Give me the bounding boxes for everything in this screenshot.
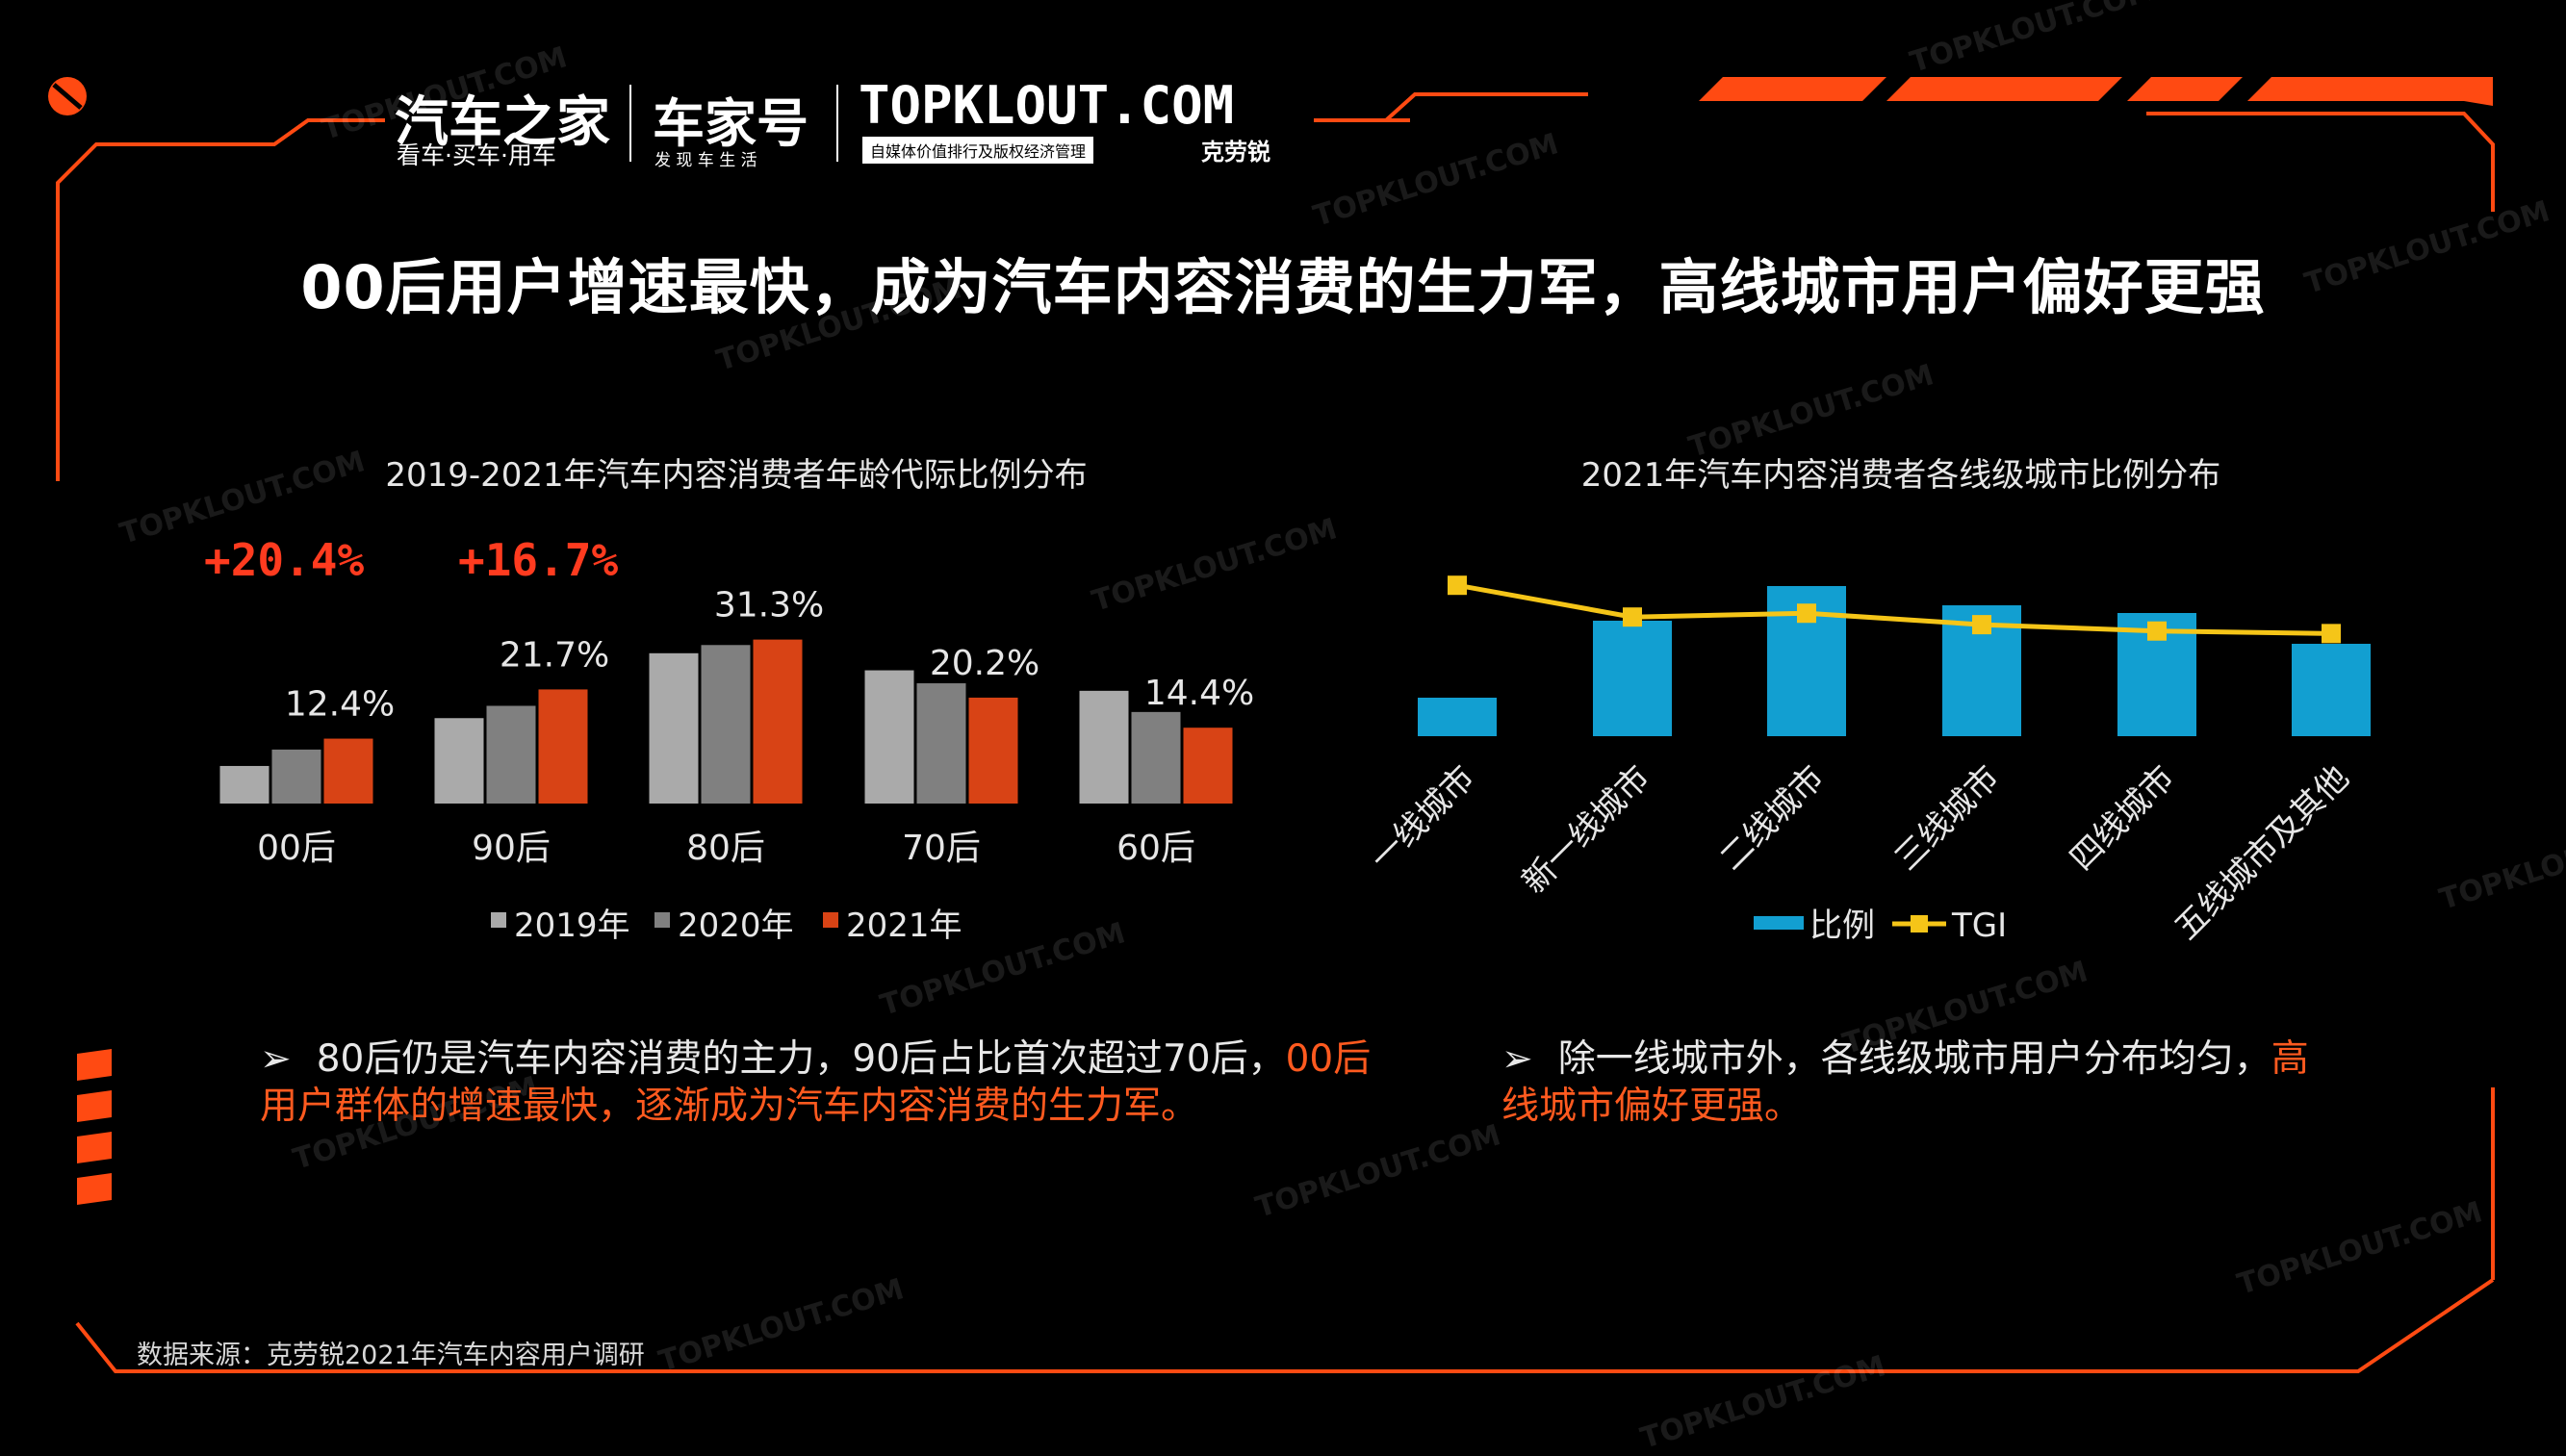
tgi-point — [2147, 621, 2167, 641]
tgi-point — [1797, 603, 1816, 624]
bar-90后-2020年 — [486, 705, 536, 804]
autohome-logo: 汽车之家 — [395, 91, 610, 154]
tgi-point — [1972, 615, 1991, 635]
autohome-slogan: 看车·买车·用车 — [397, 141, 556, 169]
bar-00后-2020年 — [271, 749, 321, 804]
legend-label: TGI — [1951, 907, 2007, 945]
legend-swatch — [1754, 916, 1804, 930]
bar-90后-2019年 — [434, 718, 484, 804]
data-label: 12.4% — [285, 685, 395, 725]
category-label: 一线城市 — [1363, 758, 1482, 878]
bar-00后-2021年 — [323, 738, 373, 804]
city-chart-title: 2021年汽车内容消费者各线级城市比例分布 — [1580, 456, 2221, 495]
bullet-left-highlight: 00后用户群体的增速最快，逐渐成为汽车内容消费的生力军。 — [260, 1037, 1372, 1128]
page-title: 00后用户增速最快，成为汽车内容消费的生力军，高线城市用户偏好更强 — [300, 252, 2266, 322]
category-label: 四线城市 — [2063, 758, 2182, 878]
category-label: 70后 — [902, 829, 981, 868]
legend-label: 2019年 — [514, 907, 630, 945]
bar-70后-2021年 — [968, 697, 1018, 804]
legend-label: 2020年 — [678, 907, 794, 945]
bar-新一线城市 — [1593, 621, 1672, 736]
topklout-logo: TOPKLOUT.COM — [859, 75, 1235, 136]
bar-80后-2021年 — [753, 639, 803, 804]
data-source: 数据来源：克劳锐2021年汽车内容用户调研 — [137, 1341, 645, 1370]
bar-60后-2019年 — [1079, 690, 1129, 804]
bar-60后-2020年 — [1131, 711, 1181, 804]
legend-swatch — [823, 912, 838, 928]
bar-80后-2020年 — [701, 645, 751, 804]
tgi-point — [1623, 607, 1642, 627]
data-label: 20.2% — [930, 644, 1039, 683]
bar-五线城市及其他 — [2292, 644, 2371, 736]
category-label: 00后 — [257, 829, 336, 868]
bar-70后-2020年 — [916, 683, 966, 804]
arrow-bullet-icon: ➢ — [260, 1037, 292, 1081]
growth-label-90: +16.7% — [458, 534, 619, 586]
legend-label: 2021年 — [846, 907, 962, 945]
tgi-point — [2322, 624, 2341, 644]
bar-90后-2021年 — [538, 689, 588, 804]
bullet-right-highlight: 高线城市偏好更强。 — [1501, 1037, 2309, 1128]
bullet-left: ➢ 80后仍是汽车内容消费的主力，90后占比首次超过70后，00后用户群体的增速最… — [260, 1035, 1386, 1130]
category-label: 90后 — [472, 829, 551, 868]
data-label: 14.4% — [1144, 674, 1254, 713]
chejiahao-slogan: 发 现 车 生 活 — [654, 151, 757, 170]
legend-swatch — [1911, 915, 1928, 932]
category-label: 80后 — [686, 829, 765, 868]
bar-60后-2021年 — [1183, 728, 1233, 804]
category-label: 二线城市 — [1712, 758, 1832, 878]
bar-70后-2019年 — [864, 670, 914, 804]
tgi-line — [1456, 582, 2332, 636]
growth-label-00: +20.4% — [204, 534, 365, 586]
age-chart-title: 2019-2021年汽车内容消费者年龄代际比例分布 — [385, 456, 1088, 495]
chejiahao-logo: 车家号 — [653, 93, 808, 154]
legend-swatch — [491, 912, 506, 928]
legend-label: 比例 — [1809, 907, 1875, 945]
data-label: 21.7% — [500, 635, 609, 675]
bullet-right: ➢ 除一线城市外，各线级城市用户分布均匀，高线城市偏好更强。 — [1501, 1035, 2329, 1130]
category-label: 新一线城市 — [1515, 758, 1657, 901]
bullet-right-text: 除一线城市外，各线级城市用户分布均匀， — [1557, 1037, 2271, 1081]
arrow-bullet-icon: ➢ — [1501, 1037, 1533, 1081]
data-label: 31.3% — [714, 586, 824, 626]
category-label: 五线城市及其他 — [2168, 758, 2357, 948]
bullet-left-text: 80后仍是汽车内容消费的主力，90后占比首次超过70后， — [316, 1037, 1286, 1081]
topklout-slogan: 自媒体价值排行及版权经济管理 — [862, 137, 1094, 164]
category-label: 60后 — [1116, 829, 1195, 868]
tgi-point — [1448, 575, 1467, 596]
bar-一线城市 — [1418, 698, 1497, 736]
bar-80后-2019年 — [649, 652, 699, 804]
legend-swatch — [654, 912, 670, 928]
category-label: 三线城市 — [1887, 758, 2007, 878]
bar-00后-2019年 — [219, 765, 269, 804]
topklout-cn-name: 克劳锐 — [1201, 139, 1270, 166]
